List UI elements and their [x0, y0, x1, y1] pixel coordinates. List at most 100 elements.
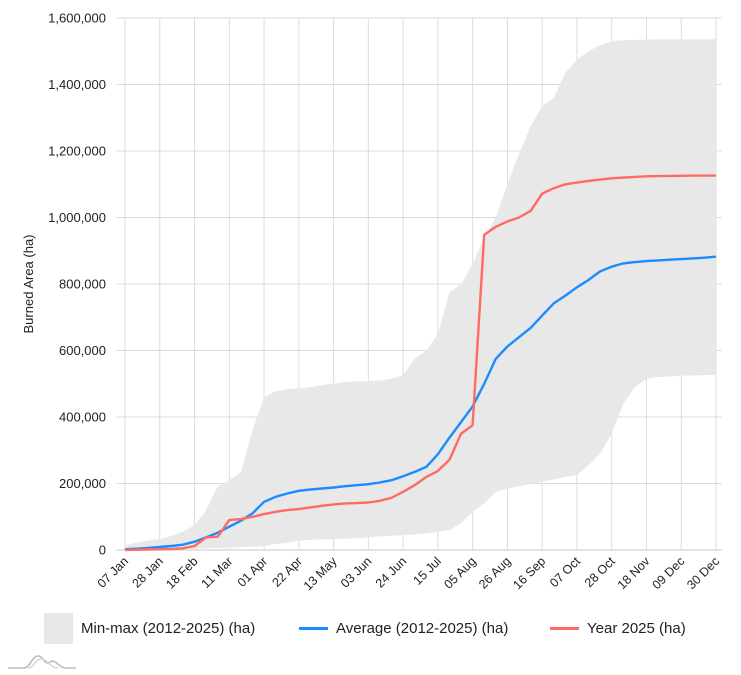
data-point[interactable] — [457, 418, 465, 426]
data-point[interactable] — [179, 544, 187, 552]
data-point[interactable] — [318, 502, 326, 510]
data-point[interactable] — [364, 480, 372, 488]
data-point[interactable] — [677, 172, 685, 180]
data-point[interactable] — [527, 324, 535, 332]
data-point[interactable] — [619, 174, 627, 182]
data-point[interactable] — [654, 172, 662, 180]
data-point[interactable] — [642, 257, 650, 265]
data-point[interactable] — [527, 207, 535, 215]
data-point[interactable] — [214, 533, 222, 541]
data-point[interactable] — [156, 545, 164, 553]
data-point[interactable] — [712, 172, 720, 180]
data-point[interactable] — [260, 498, 268, 506]
data-point[interactable] — [167, 545, 175, 553]
data-point[interactable] — [422, 463, 430, 471]
legend-item-minmax[interactable]: Min-max (2012-2025) (ha) — [44, 610, 255, 646]
data-point[interactable] — [700, 254, 708, 262]
data-point[interactable] — [121, 546, 129, 554]
data-point[interactable] — [445, 456, 453, 464]
data-point[interactable] — [561, 292, 569, 300]
data-point[interactable] — [283, 489, 291, 497]
data-point[interactable] — [492, 223, 500, 231]
data-point[interactable] — [561, 180, 569, 188]
data-point[interactable] — [573, 179, 581, 187]
data-point[interactable] — [330, 483, 338, 491]
data-point[interactable] — [585, 276, 593, 284]
data-point[interactable] — [457, 430, 465, 438]
data-point[interactable] — [376, 479, 384, 487]
data-point[interactable] — [666, 172, 674, 180]
data-point[interactable] — [272, 493, 280, 501]
data-point[interactable] — [411, 468, 419, 476]
data-point[interactable] — [306, 503, 314, 511]
data-point[interactable] — [480, 380, 488, 388]
data-point[interactable] — [445, 434, 453, 442]
data-point[interactable] — [341, 482, 349, 490]
data-point[interactable] — [144, 546, 152, 554]
data-point[interactable] — [248, 513, 256, 521]
data-point[interactable] — [353, 499, 361, 507]
x-tick-label: 15 Jul — [411, 554, 444, 587]
data-point[interactable] — [399, 488, 407, 496]
data-point[interactable] — [631, 173, 639, 181]
data-point[interactable] — [585, 177, 593, 185]
data-point[interactable] — [225, 516, 233, 524]
data-point[interactable] — [283, 506, 291, 514]
data-point[interactable] — [434, 467, 442, 475]
data-point[interactable] — [330, 500, 338, 508]
data-point[interactable] — [677, 255, 685, 263]
y-axis-label: Burned Area (ha) — [21, 234, 36, 333]
series-line-year-2025-ha[interactable] — [124, 174, 716, 552]
data-point[interactable] — [353, 481, 361, 489]
data-point[interactable] — [306, 485, 314, 493]
data-point[interactable] — [364, 498, 372, 506]
data-point[interactable] — [411, 481, 419, 489]
data-point[interactable] — [608, 174, 616, 182]
data-point[interactable] — [631, 258, 639, 266]
data-point[interactable] — [573, 283, 581, 291]
data-point[interactable] — [538, 312, 546, 320]
data-point[interactable] — [689, 172, 697, 180]
data-point[interactable] — [700, 172, 708, 180]
data-point[interactable] — [480, 231, 488, 239]
data-point[interactable] — [596, 176, 604, 184]
data-point[interactable] — [538, 190, 546, 198]
data-point[interactable] — [422, 473, 430, 481]
data-point[interactable] — [642, 172, 650, 180]
data-point[interactable] — [202, 533, 210, 541]
data-point[interactable] — [550, 184, 558, 192]
data-point[interactable] — [503, 217, 511, 225]
data-point[interactable] — [434, 450, 442, 458]
data-point[interactable] — [492, 355, 500, 363]
data-point[interactable] — [654, 256, 662, 264]
y-tick-label: 600,000 — [59, 343, 106, 358]
data-point[interactable] — [341, 499, 349, 507]
legend-item-year-2025[interactable]: Year 2025 (ha) — [550, 610, 686, 646]
mountain-waves-logo-icon — [8, 655, 76, 669]
data-point[interactable] — [515, 214, 523, 222]
data-point[interactable] — [376, 497, 384, 505]
legend-item-average[interactable]: Average (2012-2025) (ha) — [299, 610, 508, 646]
data-point[interactable] — [550, 299, 558, 307]
data-point[interactable] — [133, 546, 141, 554]
data-point[interactable] — [596, 267, 604, 275]
data-point[interactable] — [260, 510, 268, 518]
data-point[interactable] — [191, 542, 199, 550]
data-point[interactable] — [318, 484, 326, 492]
y-tick-label: 1,600,000 — [48, 11, 106, 26]
data-point[interactable] — [608, 263, 616, 271]
data-point[interactable] — [619, 259, 627, 267]
data-point[interactable] — [388, 494, 396, 502]
data-point[interactable] — [503, 343, 511, 351]
data-point[interactable] — [295, 487, 303, 495]
data-point[interactable] — [712, 253, 720, 261]
data-point[interactable] — [272, 508, 280, 516]
data-point[interactable] — [689, 254, 697, 262]
data-point[interactable] — [295, 505, 303, 513]
data-point[interactable] — [515, 333, 523, 341]
data-point[interactable] — [388, 476, 396, 484]
data-point[interactable] — [666, 256, 674, 264]
data-point[interactable] — [237, 515, 245, 523]
data-point[interactable] — [469, 421, 477, 429]
data-point[interactable] — [399, 472, 407, 480]
